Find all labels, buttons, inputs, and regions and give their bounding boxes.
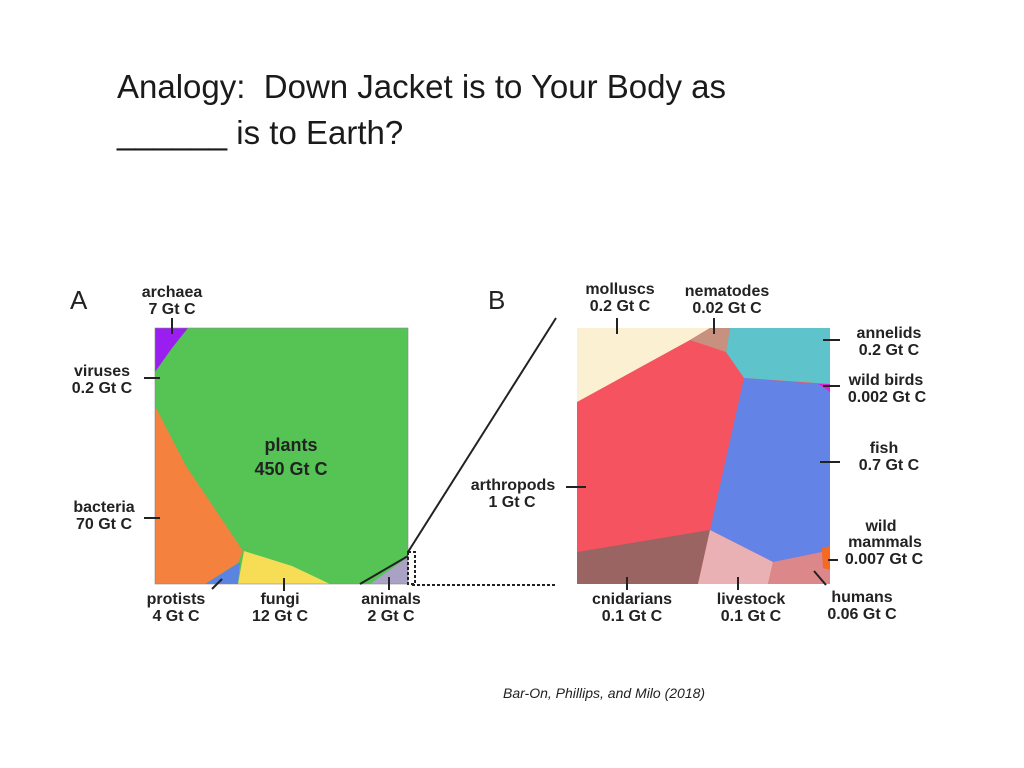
animals-cell xyxy=(370,557,408,584)
wild-birds-label: wild birds xyxy=(848,372,924,389)
animals-label: animals xyxy=(361,591,421,608)
title-line-2: ______ is to Earth? xyxy=(117,114,404,151)
nematodes-label: nematodes xyxy=(685,283,770,300)
panel-a-leaders xyxy=(144,318,390,591)
fish-value: 0.7 Gt C xyxy=(859,457,920,474)
bacteria-cell xyxy=(155,406,243,584)
plants-value: 450 Gt C xyxy=(254,459,327,479)
annelids-label: annelids xyxy=(857,325,922,342)
cnidarians-cell xyxy=(577,530,710,584)
bacteria-value: 70 Gt C xyxy=(76,516,132,533)
zoom-callout xyxy=(359,317,557,586)
panel-b-letter: B xyxy=(488,285,505,315)
bacteria-label: bacteria xyxy=(73,499,134,516)
animals-value: 2 Gt C xyxy=(367,608,415,625)
viruses-value: 0.2 Gt C xyxy=(72,380,133,397)
wild-mammals-label-2: mammals xyxy=(848,534,922,551)
protists-cell xyxy=(205,562,240,584)
panel-b-voronoi xyxy=(577,328,830,584)
livestock-cell xyxy=(698,530,773,584)
arthropods-label: arthropods xyxy=(471,477,556,494)
panel-b-leaders xyxy=(566,318,840,590)
fungi-value: 12 Gt C xyxy=(252,608,308,625)
fish-cell xyxy=(710,378,830,562)
livestock-value: 0.1 Gt C xyxy=(721,608,782,625)
wild-mammals-label: wild xyxy=(864,518,896,535)
title-line-1: Analogy: Down Jacket is to Your Body as xyxy=(117,68,727,105)
humans-label: humans xyxy=(831,589,892,606)
molluscs-value: 0.2 Gt C xyxy=(590,298,651,315)
humans-cell xyxy=(768,552,830,584)
molluscs-cell xyxy=(577,328,710,402)
annelids-cell xyxy=(726,328,830,384)
slide-title: Analogy: Down Jacket is to Your Body as … xyxy=(117,64,877,156)
cnidarians-value: 0.1 Gt C xyxy=(602,608,663,625)
humans-value: 0.06 Gt C xyxy=(827,606,897,623)
archaea-cell xyxy=(155,328,188,372)
panel-a-voronoi xyxy=(154,327,409,585)
wild-birds-value: 0.002 Gt C xyxy=(848,389,927,406)
plants-label: plants xyxy=(264,435,317,455)
protists-value: 4 Gt C xyxy=(152,608,200,625)
citation: Bar-On, Phillips, and Milo (2018) xyxy=(503,685,706,701)
protists-label: protists xyxy=(147,591,206,608)
wild-mammals-cell xyxy=(822,546,830,570)
nematodes-cell xyxy=(690,328,730,352)
fungi-label: fungi xyxy=(260,591,299,608)
nematodes-value: 0.02 Gt C xyxy=(692,300,762,317)
archaea-label: archaea xyxy=(142,284,203,301)
fish-label: fish xyxy=(870,440,898,457)
livestock-label: livestock xyxy=(717,591,786,608)
arthropods-value: 1 Gt C xyxy=(488,494,536,511)
viruses-label: viruses xyxy=(74,363,130,380)
archaea-value: 7 Gt C xyxy=(148,301,196,318)
fungi-cell xyxy=(238,551,330,584)
molluscs-label: molluscs xyxy=(585,281,654,298)
cnidarians-label: cnidarians xyxy=(592,591,672,608)
wild-mammals-value: 0.007 Gt C xyxy=(845,551,924,568)
annelids-value: 0.2 Gt C xyxy=(859,342,920,359)
panel-a-letter: A xyxy=(70,285,88,315)
